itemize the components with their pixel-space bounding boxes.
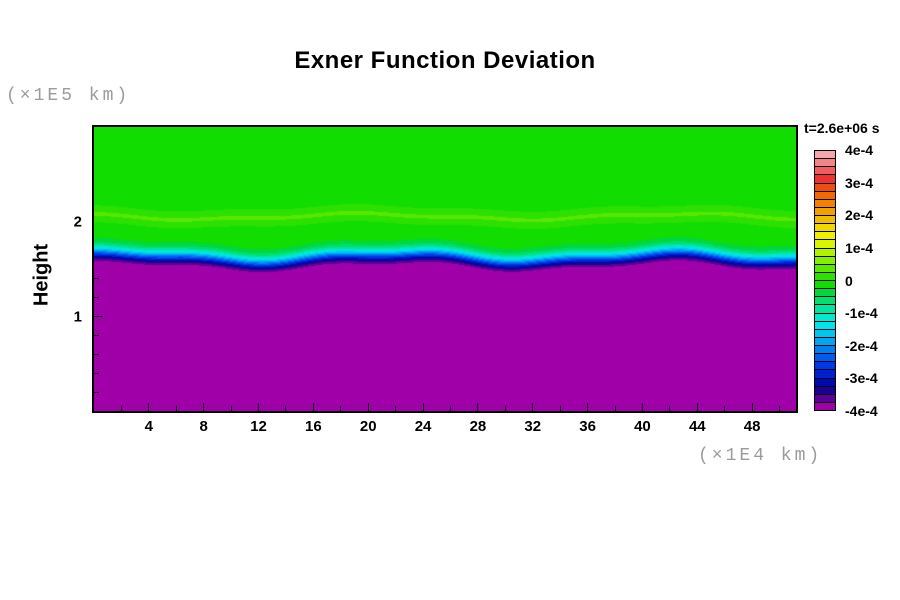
colorbar-tick-label: -1e-4 <box>845 305 878 322</box>
x-major-tick <box>203 403 205 411</box>
x-tick-label: 8 <box>199 418 208 435</box>
colorbar-tick-label: -4e-4 <box>845 403 878 419</box>
y-tick-label: 2 <box>73 213 82 231</box>
x-tick-label: 12 <box>250 418 267 435</box>
colorbar-tick-label: 1e-4 <box>845 239 874 256</box>
x-minor-tick <box>779 406 781 411</box>
colorbar <box>814 150 836 411</box>
x-minor-tick <box>449 406 451 411</box>
x-major-tick <box>751 403 753 411</box>
x-minor-tick <box>120 406 122 411</box>
y-minor-tick <box>94 372 99 374</box>
x-tick-label: 16 <box>305 418 322 435</box>
x-minor-tick <box>504 406 506 411</box>
x-major-tick <box>477 403 479 411</box>
x-minor-tick <box>340 406 342 411</box>
x-minor-tick <box>559 406 561 411</box>
y-axis-unit-label: (×1E5 km) <box>6 86 131 106</box>
x-minor-tick <box>285 406 287 411</box>
x-tick-label: 48 <box>743 418 761 435</box>
x-major-tick <box>312 403 314 411</box>
y-minor-tick <box>94 297 99 299</box>
x-tick-label: 4 <box>144 418 154 435</box>
x-tick-label: 32 <box>524 418 542 435</box>
x-minor-tick <box>395 406 397 411</box>
x-major-tick <box>641 403 643 411</box>
y-minor-tick <box>94 278 99 280</box>
x-major-tick <box>367 403 369 411</box>
x-tick-label: 40 <box>634 418 651 435</box>
x-major-tick <box>587 403 589 411</box>
colorbar-tick-label: 2e-4 <box>845 207 874 224</box>
x-minor-tick <box>614 406 616 411</box>
x-tick-label: 28 <box>469 418 487 435</box>
x-tick-label: 24 <box>414 418 432 435</box>
x-axis-unit-label: (×1E4 km) <box>698 446 823 466</box>
x-minor-tick <box>669 406 671 411</box>
heatmap-plot <box>92 125 798 413</box>
colorbar-tick-label: -3e-4 <box>845 370 878 387</box>
x-major-tick <box>148 403 150 411</box>
x-minor-tick <box>230 406 232 411</box>
y-minor-tick <box>94 335 99 337</box>
x-major-tick <box>422 403 424 411</box>
x-minor-tick <box>724 406 726 411</box>
colorbar-tick-label: 3e-4 <box>845 174 874 191</box>
x-major-tick <box>696 403 698 411</box>
y-tick-label: 1 <box>73 308 82 326</box>
x-tick-label: 44 <box>688 418 706 435</box>
time-annotation: t=2.6e+06 s <box>804 120 880 136</box>
colorbar-segment <box>814 401 836 411</box>
x-tick-label: 20 <box>359 418 377 435</box>
heatmap-canvas <box>94 127 796 411</box>
y-axis-label: Height <box>30 243 53 307</box>
x-major-tick <box>258 403 260 411</box>
colorbar-tick-label: 4e-4 <box>845 142 874 158</box>
x-tick-label: 36 <box>579 418 596 435</box>
x-minor-tick <box>175 406 177 411</box>
colorbar-tick-label: -2e-4 <box>845 337 878 354</box>
chart-title: Exner Function Deviation <box>294 47 596 74</box>
y-minor-tick <box>94 391 99 393</box>
y-minor-tick <box>94 353 99 355</box>
colorbar-tick-label: 0 <box>845 272 853 289</box>
x-major-tick <box>532 403 534 411</box>
y-major-tick <box>94 316 103 318</box>
